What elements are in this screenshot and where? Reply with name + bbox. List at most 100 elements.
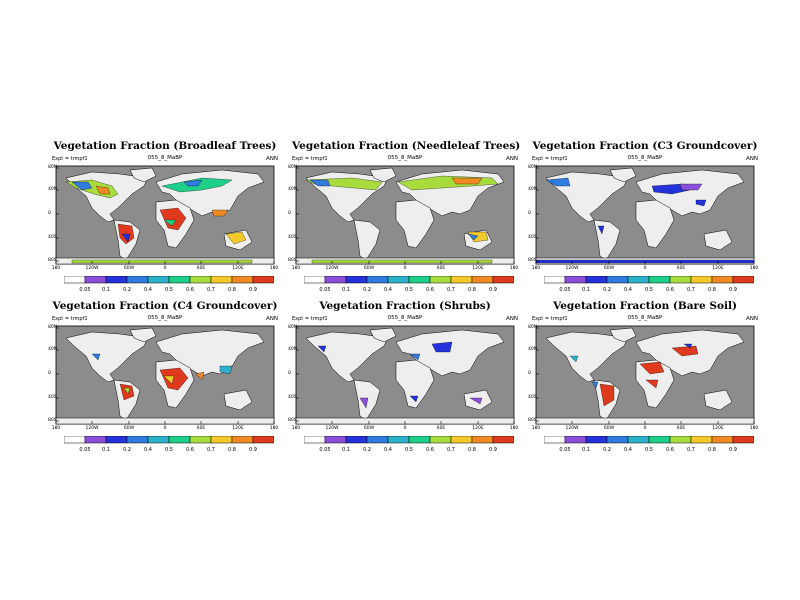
- lon-label: 180: [509, 266, 519, 271]
- expt-label: Expt = trmpf1: [292, 156, 328, 162]
- vegetation-patch: [317, 345, 327, 353]
- colorbar-label: 0.8: [708, 287, 716, 293]
- colorbar-swatch: [564, 436, 587, 444]
- colorbar-swatch: [690, 276, 713, 284]
- land-south-america: [113, 379, 141, 421]
- lon-label: 0: [643, 426, 647, 431]
- period-label: ANN: [746, 156, 758, 162]
- colorbar: [544, 276, 754, 284]
- vegetation-patch: [91, 353, 101, 361]
- vegetation-patch: [679, 183, 703, 191]
- colorbar-swatch: [168, 436, 191, 444]
- land-greenland: [129, 327, 157, 343]
- expt-label: Expt = trmpf1: [292, 316, 328, 322]
- colorbar-swatch: [544, 436, 566, 444]
- vegetation-patch: [123, 387, 131, 395]
- colorbar-swatch: [304, 276, 326, 284]
- vegetation-patch: [591, 381, 599, 389]
- colorbar-label: 0.8: [228, 447, 236, 453]
- colorbar-swatch: [147, 436, 170, 444]
- lon-label: 180: [749, 266, 759, 271]
- land-greenland: [609, 327, 637, 343]
- colorbar-swatch: [585, 436, 608, 444]
- colorbar-swatch: [387, 276, 410, 284]
- colorbar-label: 0.4: [144, 447, 152, 453]
- colorbar-label: 0.9: [729, 287, 737, 293]
- lat-label: 80N: [288, 165, 298, 170]
- colorbar-label: 0.4: [624, 447, 632, 453]
- colorbar-swatch: [606, 436, 629, 444]
- land-africa: [395, 359, 435, 409]
- vegetation-patch: [645, 379, 659, 389]
- lat-label: 80S: [48, 258, 57, 263]
- lon-label: 0: [403, 426, 407, 431]
- lon-label: 60W: [363, 426, 375, 431]
- expt-label: Expt = trmpf1: [532, 316, 568, 322]
- period-label: ANN: [266, 316, 278, 322]
- colorbar-swatch: [84, 436, 107, 444]
- lat-label: 80N: [48, 165, 58, 170]
- colorbar-swatch: [585, 276, 608, 284]
- colorbar-swatch: [732, 276, 754, 284]
- colorbar-label: 0.2: [123, 447, 131, 453]
- colorbar-label: 0.6: [186, 447, 194, 453]
- colorbar-swatch: [64, 276, 86, 284]
- vegetation-patch: [183, 179, 203, 187]
- panel-title: Vegetation Fraction (C3 Groundcover): [532, 140, 758, 152]
- colorbar-swatch: [64, 436, 86, 444]
- colorbar-swatch: [210, 436, 233, 444]
- colorbar-label: 0.05: [79, 447, 91, 453]
- colorbar-swatch: [669, 436, 692, 444]
- vegetation-patch: [431, 341, 453, 353]
- lat-label: 80S: [288, 418, 297, 423]
- colorbar: [64, 276, 274, 284]
- lon-label: 180: [531, 266, 541, 271]
- colorbar-label: 0.7: [207, 447, 215, 453]
- colorbar-label: 0.05: [319, 447, 331, 453]
- colorbar-label: 0.4: [384, 287, 392, 293]
- lon-label: 0: [403, 266, 407, 271]
- colorbar-swatch: [324, 436, 347, 444]
- expt-label: Expt = trmpf1: [532, 156, 568, 162]
- vegetation-patch: [451, 177, 483, 185]
- colorbar-swatch: [732, 436, 754, 444]
- lon-label: 120W: [325, 266, 339, 271]
- land-australia: [223, 389, 253, 411]
- colorbar-swatch: [189, 436, 212, 444]
- lon-label: 60W: [123, 426, 135, 431]
- lon-label: 180: [531, 426, 541, 431]
- lat-label: 80N: [528, 165, 538, 170]
- lon-label: 120E: [472, 266, 484, 271]
- colorbar-swatch: [711, 276, 734, 284]
- colorbar-label: 0.5: [645, 287, 653, 293]
- lat-label: 40S: [528, 395, 537, 400]
- colorbar-label: 0.8: [228, 287, 236, 293]
- lon-label: 180: [51, 266, 61, 271]
- lat-label: 80N: [48, 325, 58, 330]
- lat-label: 40S: [48, 395, 57, 400]
- lon-label: 180: [509, 426, 519, 431]
- colorbar-label: 0.2: [603, 287, 611, 293]
- panel-needleleaf: Vegetation Fraction (Needleleaf Trees) E…: [288, 140, 520, 310]
- colorbar-swatch: [492, 276, 514, 284]
- colorbar-label: 0.9: [729, 447, 737, 453]
- vegetation-patch: [599, 383, 615, 407]
- vegetation-patch: [469, 397, 483, 405]
- colorbar-swatch: [84, 276, 107, 284]
- colorbar-swatch: [189, 276, 212, 284]
- colorbar-swatch: [450, 436, 473, 444]
- colorbar-swatch: [564, 276, 587, 284]
- colorbar-swatch: [126, 276, 149, 284]
- colorbar-swatch: [408, 436, 431, 444]
- lon-label: 0: [163, 426, 167, 431]
- vegetation-patch: [225, 231, 247, 245]
- colorbar-swatch: [252, 436, 274, 444]
- colorbar-label: 0.1: [582, 447, 590, 453]
- lat-label: 80N: [528, 325, 538, 330]
- colorbar-swatch: [366, 436, 389, 444]
- lat-label: 0: [528, 211, 531, 216]
- lon-label: 60W: [123, 266, 135, 271]
- colorbar-label: 0.7: [447, 287, 455, 293]
- run-label: 055_8_MaBP: [387, 155, 423, 161]
- colorbar-label: 0.9: [489, 287, 497, 293]
